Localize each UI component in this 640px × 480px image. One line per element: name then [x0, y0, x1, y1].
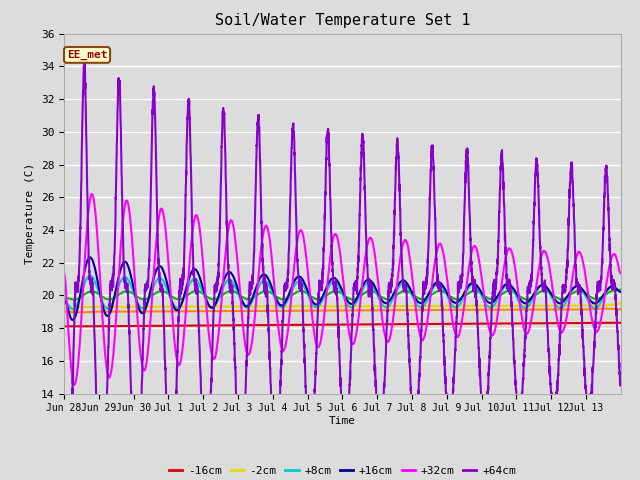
+8cm: [156, 275, 164, 281]
-16cm: [617, 320, 625, 325]
-16cm: [615, 320, 623, 325]
+32cm: [472, 244, 479, 250]
+16cm: [617, 289, 625, 295]
+2cm: [60, 295, 68, 301]
+2cm: [431, 289, 439, 295]
-16cm: [156, 323, 164, 329]
-2cm: [617, 300, 625, 306]
+8cm: [60, 299, 68, 304]
-16cm: [488, 321, 496, 326]
-2cm: [156, 304, 164, 310]
-16cm: [472, 321, 479, 326]
+16cm: [69, 317, 77, 323]
Line: -2cm: -2cm: [64, 303, 621, 309]
-16cm: [420, 321, 428, 327]
+32cm: [617, 270, 625, 276]
-2cm: [60, 306, 68, 312]
+2cm: [488, 296, 496, 302]
+32cm: [488, 333, 496, 338]
Line: +16cm: +16cm: [64, 257, 621, 320]
+64cm: [432, 235, 440, 241]
Line: +2cm: +2cm: [64, 290, 621, 300]
-8cm: [488, 307, 496, 312]
-8cm: [617, 306, 625, 312]
+8cm: [86, 273, 93, 278]
+32cm: [420, 334, 428, 339]
+2cm: [420, 296, 428, 302]
-16cm: [431, 321, 439, 327]
+16cm: [156, 263, 164, 269]
-8cm: [496, 307, 504, 312]
Line: +8cm: +8cm: [64, 276, 621, 309]
-2cm: [61, 306, 68, 312]
Line: -16cm: -16cm: [64, 323, 621, 326]
+8cm: [472, 283, 479, 289]
+8cm: [420, 302, 428, 308]
+32cm: [432, 254, 440, 260]
+64cm: [472, 284, 479, 290]
+8cm: [617, 288, 625, 294]
+16cm: [488, 300, 496, 306]
+32cm: [497, 292, 504, 298]
+64cm: [497, 179, 504, 185]
-16cm: [60, 324, 68, 329]
+16cm: [497, 288, 504, 294]
-2cm: [431, 303, 439, 309]
-8cm: [472, 307, 479, 312]
+2cm: [156, 288, 164, 294]
+16cm: [420, 298, 428, 304]
Text: EE_met: EE_met: [67, 50, 108, 60]
+32cm: [156, 208, 164, 214]
+8cm: [497, 291, 504, 297]
Line: +32cm: +32cm: [64, 194, 621, 384]
+8cm: [432, 282, 440, 288]
+2cm: [472, 288, 479, 294]
+2cm: [70, 297, 78, 302]
+64cm: [617, 382, 625, 387]
-8cm: [60, 309, 68, 314]
Line: +64cm: +64cm: [64, 63, 621, 480]
+16cm: [432, 280, 440, 286]
X-axis label: Time: Time: [329, 416, 356, 426]
Legend: -16cm, -8cm, -2cm, +2cm, +8cm, +16cm, +32cm, +64cm: -16cm, -8cm, -2cm, +2cm, +8cm, +16cm, +3…: [164, 462, 520, 480]
-2cm: [496, 303, 504, 309]
+16cm: [60, 298, 68, 303]
+64cm: [488, 300, 496, 306]
-8cm: [156, 309, 164, 314]
-2cm: [420, 303, 428, 309]
+8cm: [69, 306, 77, 312]
+2cm: [496, 293, 504, 299]
+2cm: [617, 287, 625, 293]
-2cm: [488, 303, 496, 309]
+16cm: [86, 254, 94, 260]
-16cm: [496, 321, 504, 326]
-8cm: [420, 307, 428, 313]
+64cm: [156, 281, 164, 287]
Y-axis label: Temperature (C): Temperature (C): [25, 163, 35, 264]
-8cm: [598, 306, 606, 312]
-2cm: [472, 303, 479, 309]
+8cm: [488, 304, 496, 310]
+32cm: [70, 382, 78, 387]
+32cm: [60, 271, 68, 276]
Title: Soil/Water Temperature Set 1: Soil/Water Temperature Set 1: [214, 13, 470, 28]
Line: -8cm: -8cm: [64, 309, 621, 312]
+64cm: [420, 282, 428, 288]
+32cm: [88, 191, 96, 197]
-8cm: [77, 310, 85, 315]
-8cm: [431, 307, 439, 313]
-16cm: [66, 324, 74, 329]
+16cm: [472, 282, 479, 288]
+64cm: [81, 60, 88, 66]
